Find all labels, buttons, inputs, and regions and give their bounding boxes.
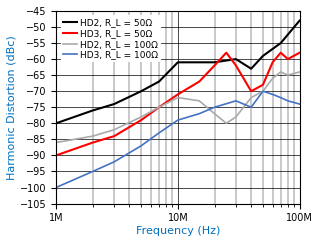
HD3, R_L = 50Ω (112, 135, 116, 138)
Y-axis label: Harmonic Distortion (dBc): Harmonic Distortion (dBc) (7, 35, 17, 180)
HD3, R_L = 100Ω (298, 103, 301, 105)
HD3, R_L = 50Ω (249, 90, 253, 93)
HD2, R_L = 50Ω (54, 122, 58, 125)
HD2, R_L = 50Ω (176, 61, 180, 64)
Line: HD2, R_L = 100Ω: HD2, R_L = 100Ω (56, 72, 300, 143)
HD3, R_L = 50Ω (224, 51, 228, 54)
HD3, R_L = 100Ω (261, 90, 265, 93)
HD2, R_L = 100Ω (224, 122, 228, 125)
HD2, R_L = 100Ω (234, 115, 238, 118)
HD2, R_L = 50Ω (261, 54, 265, 57)
HD3, R_L = 100Ω (91, 170, 95, 173)
HD2, R_L = 100Ω (286, 74, 290, 77)
HD2, R_L = 50Ω (212, 61, 216, 64)
HD3, R_L = 50Ω (139, 119, 143, 122)
HD2, R_L = 100Ω (271, 77, 275, 80)
HD2, R_L = 50Ω (298, 19, 301, 22)
HD3, R_L = 100Ω (279, 96, 283, 99)
HD2, R_L = 100Ω (157, 106, 161, 109)
HD3, R_L = 100Ω (197, 112, 201, 115)
HD3, R_L = 50Ω (197, 80, 201, 83)
HD3, R_L = 50Ω (286, 58, 290, 61)
HD2, R_L = 50Ω (279, 42, 283, 44)
Line: HD3, R_L = 50Ω: HD3, R_L = 50Ω (56, 53, 300, 156)
HD3, R_L = 100Ω (157, 131, 161, 134)
Legend: HD2, R_L = 50Ω, HD3, R_L = 50Ω, HD2, R_L = 100Ω, HD3, R_L = 100Ω: HD2, R_L = 50Ω, HD3, R_L = 50Ω, HD2, R_L… (60, 16, 161, 62)
HD2, R_L = 100Ω (212, 112, 216, 115)
HD2, R_L = 100Ω (298, 70, 301, 73)
Line: HD3, R_L = 100Ω: HD3, R_L = 100Ω (56, 91, 300, 188)
HD2, R_L = 50Ω (249, 67, 253, 70)
HD3, R_L = 100Ω (249, 106, 253, 109)
HD3, R_L = 50Ω (234, 64, 238, 67)
HD3, R_L = 50Ω (279, 51, 283, 54)
HD3, R_L = 100Ω (54, 186, 58, 189)
HD2, R_L = 100Ω (197, 99, 201, 102)
HD3, R_L = 100Ω (286, 99, 290, 102)
HD2, R_L = 100Ω (249, 96, 253, 99)
HD2, R_L = 100Ω (112, 128, 116, 131)
HD2, R_L = 50Ω (91, 109, 95, 112)
Line: HD2, R_L = 50Ω: HD2, R_L = 50Ω (56, 21, 300, 123)
HD3, R_L = 100Ω (234, 99, 238, 102)
HD2, R_L = 100Ω (279, 70, 283, 73)
HD2, R_L = 100Ω (176, 96, 180, 99)
HD2, R_L = 100Ω (139, 115, 143, 118)
HD3, R_L = 50Ω (298, 51, 301, 54)
HD3, R_L = 50Ω (212, 64, 216, 67)
HD2, R_L = 100Ω (91, 135, 95, 138)
HD2, R_L = 50Ω (139, 90, 143, 93)
HD3, R_L = 50Ω (157, 106, 161, 109)
HD3, R_L = 100Ω (176, 119, 180, 122)
HD3, R_L = 50Ω (261, 83, 265, 86)
HD2, R_L = 100Ω (261, 90, 265, 93)
HD3, R_L = 50Ω (91, 141, 95, 144)
HD2, R_L = 50Ω (112, 103, 116, 105)
HD3, R_L = 100Ω (112, 160, 116, 163)
HD3, R_L = 100Ω (139, 144, 143, 147)
HD2, R_L = 50Ω (234, 58, 238, 61)
HD2, R_L = 50Ω (157, 80, 161, 83)
HD3, R_L = 100Ω (212, 106, 216, 109)
HD3, R_L = 50Ω (54, 154, 58, 157)
HD3, R_L = 50Ω (176, 93, 180, 96)
HD3, R_L = 100Ω (271, 93, 275, 96)
HD2, R_L = 50Ω (197, 61, 201, 64)
HD3, R_L = 50Ω (271, 61, 275, 64)
HD2, R_L = 100Ω (54, 141, 58, 144)
X-axis label: Frequency (Hz): Frequency (Hz) (136, 226, 220, 236)
